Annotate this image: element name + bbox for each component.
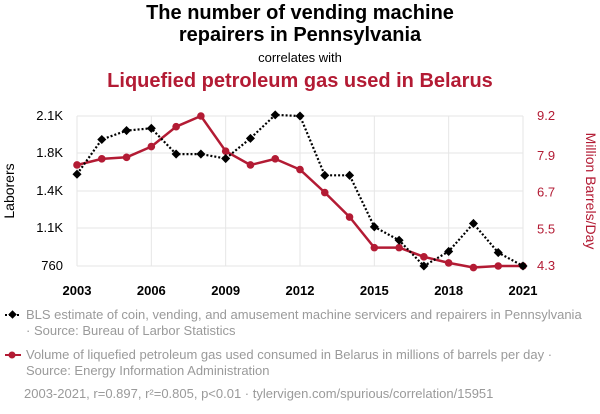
x-axis: 2003 2006 2009 2012 2015 2018 2021 (63, 283, 538, 298)
series2-point (221, 147, 230, 156)
x-tick-label: 2009 (211, 283, 240, 298)
legend-item-series1: BLS estimate of coin, vending, and amuse… (4, 307, 598, 341)
x-tick-label: 2015 (360, 283, 389, 298)
series2-point (246, 161, 255, 169)
y-tick-label-right: 9.2 (537, 108, 555, 123)
series2-point (97, 155, 106, 163)
legend-swatch-solid-circle (5, 351, 21, 359)
series1-point (444, 246, 454, 256)
series2-point (420, 253, 428, 261)
series2-point (320, 188, 329, 197)
x-tick-label: 2021 (509, 283, 538, 298)
y-tick-label-right: 6.7 (537, 185, 555, 200)
y-tick-label-left: 1.1K (36, 220, 63, 235)
series1-point (345, 170, 355, 180)
series1-point (122, 126, 132, 136)
y-axis-label-left: Laborers (1, 163, 17, 218)
series2-point (197, 112, 205, 120)
series1-point (320, 170, 330, 180)
series2-point (494, 262, 503, 270)
y-tick-label-left: 1.8K (36, 145, 63, 160)
y-tick-label-left: 2.1K (36, 108, 63, 123)
y-tick-label-left: 760 (41, 258, 63, 273)
x-tick-label: 2018 (434, 283, 463, 298)
series1-point (295, 111, 305, 121)
legend-swatch-dotted-diamond (5, 310, 21, 319)
series1-point (221, 154, 231, 164)
footer-stats: 2003-2021, r=0.897, r²=0.805, p<0.01 · t… (24, 386, 494, 401)
series1-point (146, 123, 156, 133)
y-axis-label-right: Million Barrels/Day (583, 133, 599, 250)
series1-point (196, 149, 206, 159)
right-axis: 4.3 5.5 6.7 7.9 9.2 (537, 108, 555, 273)
x-tick-label: 2003 (63, 283, 92, 298)
series2-point (345, 213, 354, 221)
chart-title-line1: The number of vending machine (146, 2, 454, 24)
series2-point (73, 161, 81, 169)
left-axis: 760 1.1K 1.4K 1.8K 2.1K (36, 108, 63, 273)
series2-point (122, 153, 131, 162)
series1-point (369, 222, 379, 232)
y-tick-label-right: 4.3 (537, 258, 555, 273)
series2-point (147, 142, 156, 151)
legend-text-series2: Volume of liquefied petroleum gas used c… (26, 347, 553, 378)
series2-point (469, 263, 478, 272)
chart-title-line2: repairers in Pennsylvania (178, 24, 422, 46)
series1-point (468, 218, 478, 228)
series1-point (518, 261, 528, 271)
series1-point (72, 169, 82, 179)
series2-point (296, 165, 304, 174)
series2-point (172, 122, 180, 131)
dual-axis-line-chart: 760 1.1K 1.4K 1.8K 2.1K 4.3 5.5 6.7 7.9 9.2 2003… (1, 108, 599, 298)
y-tick-label-right: 5.5 (537, 221, 555, 236)
legend-item-series2: Volume of liquefied petroleum gas used c… (4, 347, 598, 381)
legend-text-series1: BLS estimate of coin, vending, and amuse… (26, 307, 582, 338)
series2-point (271, 155, 280, 163)
chart-subtitle-correlates: correlates with (258, 50, 342, 65)
series1-point (97, 134, 107, 145)
y-tick-label-left: 1.4K (36, 183, 63, 198)
chart-title-series2: Liquefied petroleum gas used in Belarus (107, 70, 493, 92)
x-tick-label: 2006 (137, 283, 166, 298)
series2-point (395, 243, 403, 252)
series2-point (444, 259, 453, 267)
series1-point (245, 133, 255, 143)
series2-point (370, 243, 379, 252)
x-tick-label: 2012 (286, 283, 315, 298)
y-tick-label-right: 7.9 (537, 148, 555, 163)
